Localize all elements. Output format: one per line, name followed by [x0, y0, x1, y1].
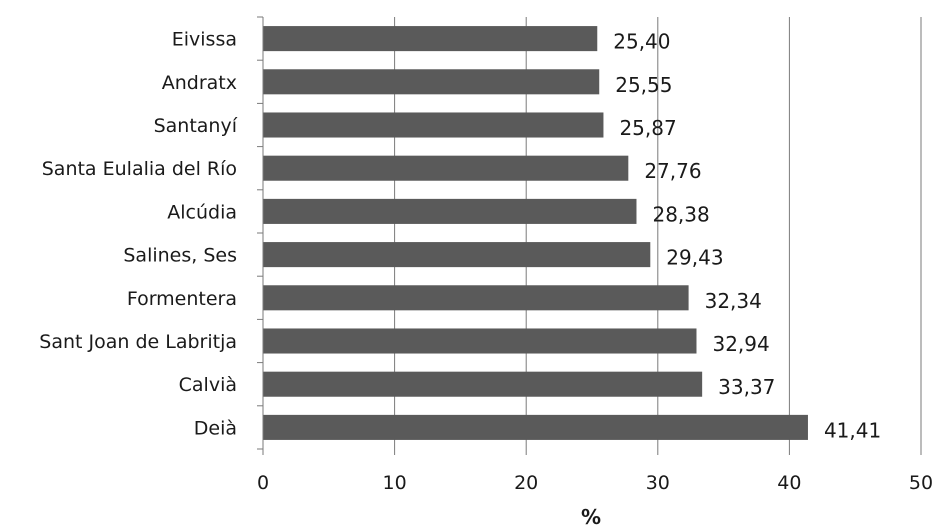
bar-2 — [263, 112, 604, 138]
value-label-3: 27,76 — [644, 159, 701, 183]
category-labels: Eivissa Andratx Santanyí Santa Eulalia del … — [39, 29, 237, 440]
x-tick-label-30: 30 — [646, 472, 670, 494]
value-label-1: 25,55 — [615, 73, 672, 97]
category-label-8: Calvià — [179, 374, 237, 396]
x-tick-label-20: 20 — [514, 472, 538, 494]
bar-9 — [263, 414, 808, 440]
category-label-4: Alcúdia — [167, 201, 237, 223]
value-label-6: 32,34 — [705, 289, 762, 313]
x-axis-title: % — [581, 505, 601, 529]
category-label-3: Santa Eulalia del Río — [42, 158, 237, 180]
value-label-2: 25,87 — [619, 116, 676, 140]
x-tick-labels: 0 10 20 30 40 50 — [257, 472, 933, 494]
bar-5 — [263, 242, 651, 268]
value-label-5: 29,43 — [666, 246, 723, 270]
bar-1 — [263, 69, 600, 95]
value-label-0: 25,40 — [613, 30, 670, 54]
x-tick-label-10: 10 — [383, 472, 407, 494]
bar-0 — [263, 26, 598, 52]
category-label-6: Formentera — [127, 288, 237, 310]
value-label-8: 33,37 — [718, 375, 775, 399]
value-label-9: 41,41 — [824, 418, 881, 442]
category-label-5: Salines, Ses — [123, 245, 237, 267]
bar-4 — [263, 198, 637, 224]
category-label-2: Santanyí — [154, 115, 238, 137]
value-label-7: 32,94 — [712, 332, 769, 356]
category-label-0: Eivissa — [172, 29, 237, 51]
category-label-9: Deià — [194, 417, 237, 439]
value-labels: 25,40 25,55 25,87 27,76 28,38 29,43 32,34 32,94… — [613, 30, 881, 443]
axes — [257, 16, 922, 455]
bar-6 — [263, 285, 689, 311]
bars — [263, 26, 808, 440]
bar-3 — [263, 155, 629, 181]
x-tick-label-50: 50 — [909, 472, 933, 494]
bar-7 — [263, 328, 697, 354]
x-tick-label-0: 0 — [257, 472, 269, 494]
x-tick-label-40: 40 — [777, 472, 801, 494]
bar-8 — [263, 371, 703, 397]
value-label-4: 28,38 — [652, 202, 709, 226]
category-label-1: Andratx — [162, 72, 237, 94]
category-label-7: Sant Joan de Labritja — [39, 331, 237, 353]
